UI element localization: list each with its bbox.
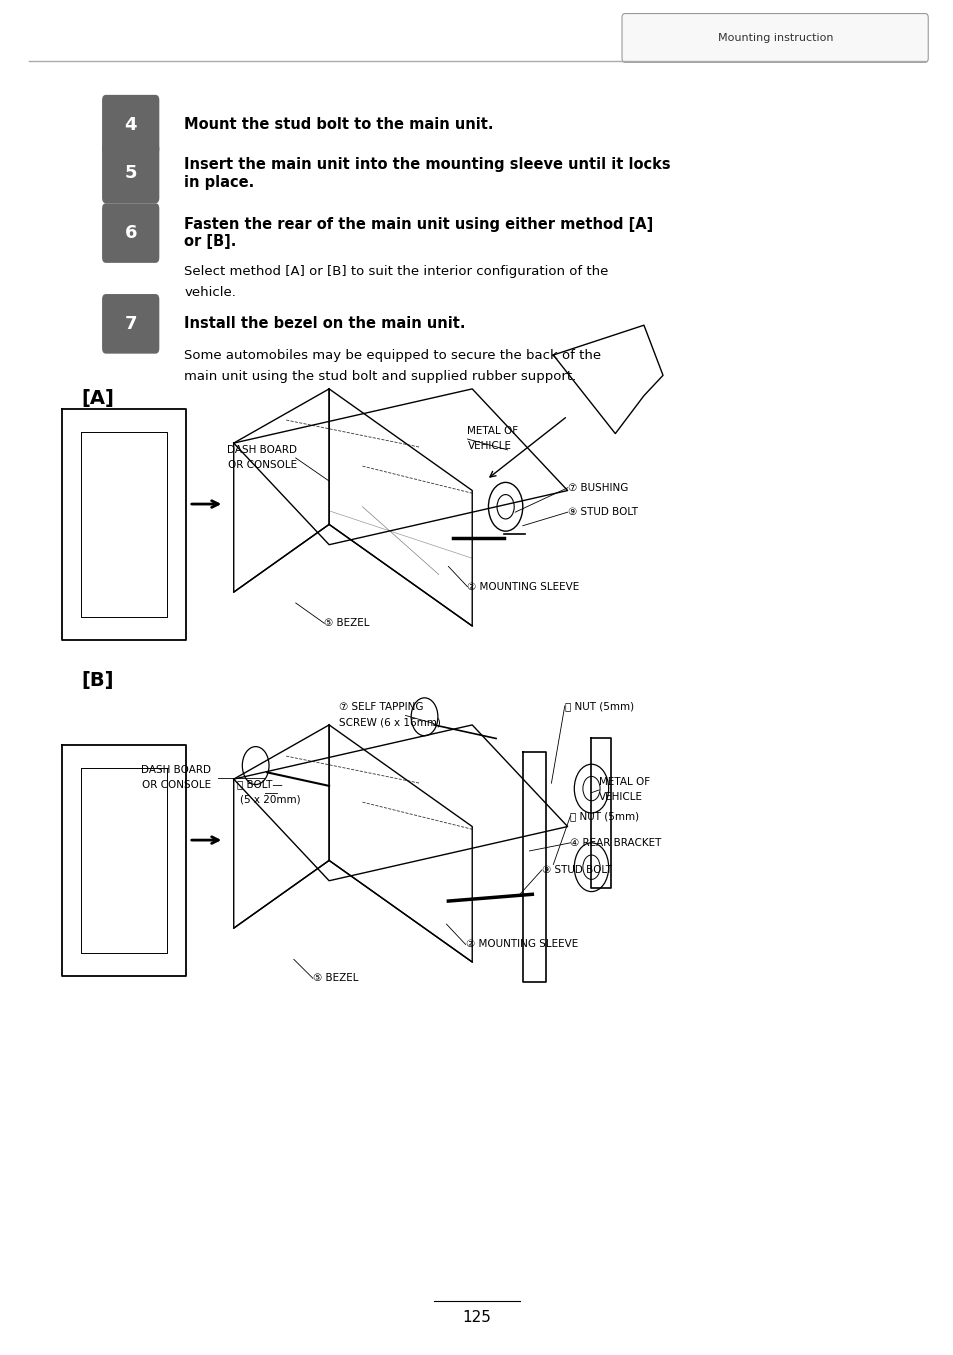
Text: OR CONSOLE: OR CONSOLE [228,459,296,470]
Text: ⑪ NUT (5mm): ⑪ NUT (5mm) [564,701,633,711]
Text: ⑦ BUSHING: ⑦ BUSHING [567,482,627,493]
Text: ④ REAR BRACKET: ④ REAR BRACKET [570,837,661,848]
FancyBboxPatch shape [102,294,159,354]
Text: 7: 7 [124,314,137,333]
Text: Install the bezel on the main unit.: Install the bezel on the main unit. [184,316,465,332]
Text: ⑨ STUD BOLT: ⑨ STUD BOLT [541,864,611,875]
Text: main unit using the stud bolt and supplied rubber support.: main unit using the stud bolt and suppli… [184,370,576,383]
Text: Insert the main unit into the mounting sleeve until it locks: Insert the main unit into the mounting s… [184,157,670,172]
Text: Select method [A] or [B] to suit the interior configuration of the: Select method [A] or [B] to suit the int… [184,266,608,278]
Text: ⑤ BEZEL: ⑤ BEZEL [313,973,358,984]
Text: [B]: [B] [81,671,113,690]
Text: Some automobiles may be equipped to secure the back of the: Some automobiles may be equipped to secu… [184,350,600,362]
Text: 125: 125 [462,1309,491,1325]
Text: [A]: [A] [81,389,113,408]
Text: METAL OF: METAL OF [598,776,650,787]
Text: in place.: in place. [184,175,254,190]
Text: ⑮ BOLT—: ⑮ BOLT— [236,779,282,790]
Text: ⑦ SELF TAPPING: ⑦ SELF TAPPING [338,702,423,713]
Text: SCREW (6 x 16mm): SCREW (6 x 16mm) [338,717,440,728]
Text: ② MOUNTING SLEEVE: ② MOUNTING SLEEVE [465,939,578,950]
Text: or [B].: or [B]. [184,234,236,249]
Text: METAL OF: METAL OF [467,425,518,436]
Text: ⑨ STUD BOLT: ⑨ STUD BOLT [567,507,637,518]
FancyBboxPatch shape [102,144,159,203]
Text: ⑤ BEZEL: ⑤ BEZEL [324,618,370,629]
Text: Mount the stud bolt to the main unit.: Mount the stud bolt to the main unit. [184,117,493,133]
Text: OR CONSOLE: OR CONSOLE [142,779,211,790]
Text: VEHICLE: VEHICLE [467,440,511,451]
Text: ② MOUNTING SLEEVE: ② MOUNTING SLEEVE [467,581,579,592]
Text: vehicle.: vehicle. [184,286,235,299]
FancyBboxPatch shape [621,14,927,62]
Text: DASH BOARD: DASH BOARD [141,764,212,775]
Text: DASH BOARD: DASH BOARD [227,444,297,455]
FancyBboxPatch shape [102,203,159,263]
Text: ⑪ NUT (5mm): ⑪ NUT (5mm) [570,810,639,821]
Text: 6: 6 [124,224,137,243]
Text: VEHICLE: VEHICLE [598,791,642,802]
Text: 5: 5 [124,164,137,183]
Text: (5 x 20mm): (5 x 20mm) [240,794,301,805]
Text: Fasten the rear of the main unit using either method [A]: Fasten the rear of the main unit using e… [184,217,653,232]
Text: 4: 4 [124,115,137,134]
Text: Mounting instruction: Mounting instruction [717,33,833,43]
FancyBboxPatch shape [102,95,159,154]
